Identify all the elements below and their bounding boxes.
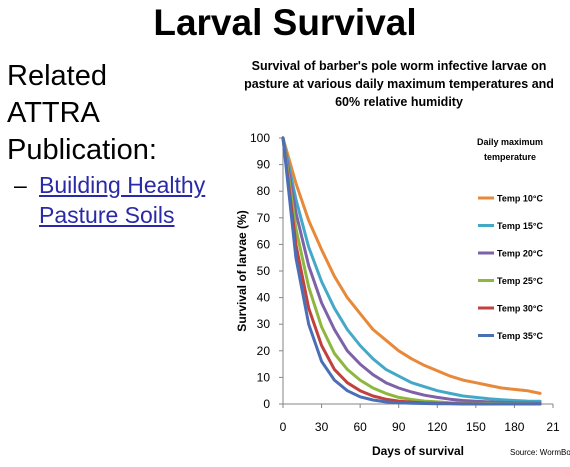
- slide-title: Larval Survival: [153, 2, 417, 43]
- legend-label: Temp 15°C: [497, 221, 543, 231]
- x-tick-label: 120: [427, 420, 447, 434]
- related-line: Publication:: [7, 134, 157, 166]
- y-tick-label: 70: [257, 211, 271, 225]
- x-axis-title: Days of survival: [372, 444, 464, 458]
- y-tick-label: 90: [257, 158, 271, 172]
- related-line: ATTRA: [7, 97, 100, 129]
- legend-label: Temp 35°C: [497, 331, 543, 341]
- list-dash: –: [14, 172, 27, 198]
- legend-label: Temp 30°C: [497, 304, 543, 314]
- legend-title: temperature: [484, 152, 536, 162]
- y-tick-label: 0: [263, 397, 270, 411]
- series-line: [281, 136, 542, 406]
- y-tick-label: 10: [257, 370, 271, 384]
- x-tick-label: 180: [504, 420, 524, 434]
- y-tick-label: 40: [257, 291, 271, 305]
- y-tick-label: 60: [257, 237, 271, 251]
- series-line: [281, 136, 542, 406]
- x-tick-label: 150: [466, 420, 486, 434]
- series-line: [281, 136, 542, 395]
- y-tick-label: 50: [257, 264, 271, 278]
- y-tick-label: 30: [257, 317, 271, 331]
- y-tick-label: 20: [257, 344, 271, 358]
- x-tick-label: 0: [280, 420, 287, 434]
- legend-label: Temp 10°C: [497, 194, 543, 204]
- related-publication-heading: Related ATTRA Publication:: [7, 58, 222, 169]
- y-tick-label: 80: [257, 184, 271, 198]
- y-axis-title: Survival of larvae (%): [235, 210, 249, 331]
- series-line: [281, 136, 542, 406]
- chart-title: Survival of barber's pole worm infective…: [244, 59, 554, 109]
- legend-label: Temp 20°C: [497, 249, 543, 259]
- publication-link[interactable]: Building Healthy Pasture Soils: [39, 172, 206, 228]
- legend-title: Daily maximum: [477, 137, 543, 147]
- x-tick-label: 21: [546, 420, 560, 434]
- source-note: Source: WormBo: [510, 448, 570, 457]
- legend-label: Temp 25°C: [497, 276, 543, 286]
- series-line: [281, 136, 542, 403]
- y-tick-label: 100: [250, 131, 270, 145]
- x-tick-label: 60: [353, 420, 367, 434]
- x-tick-label: 90: [392, 420, 406, 434]
- related-line: Related: [7, 60, 107, 92]
- x-tick-label: 30: [315, 420, 329, 434]
